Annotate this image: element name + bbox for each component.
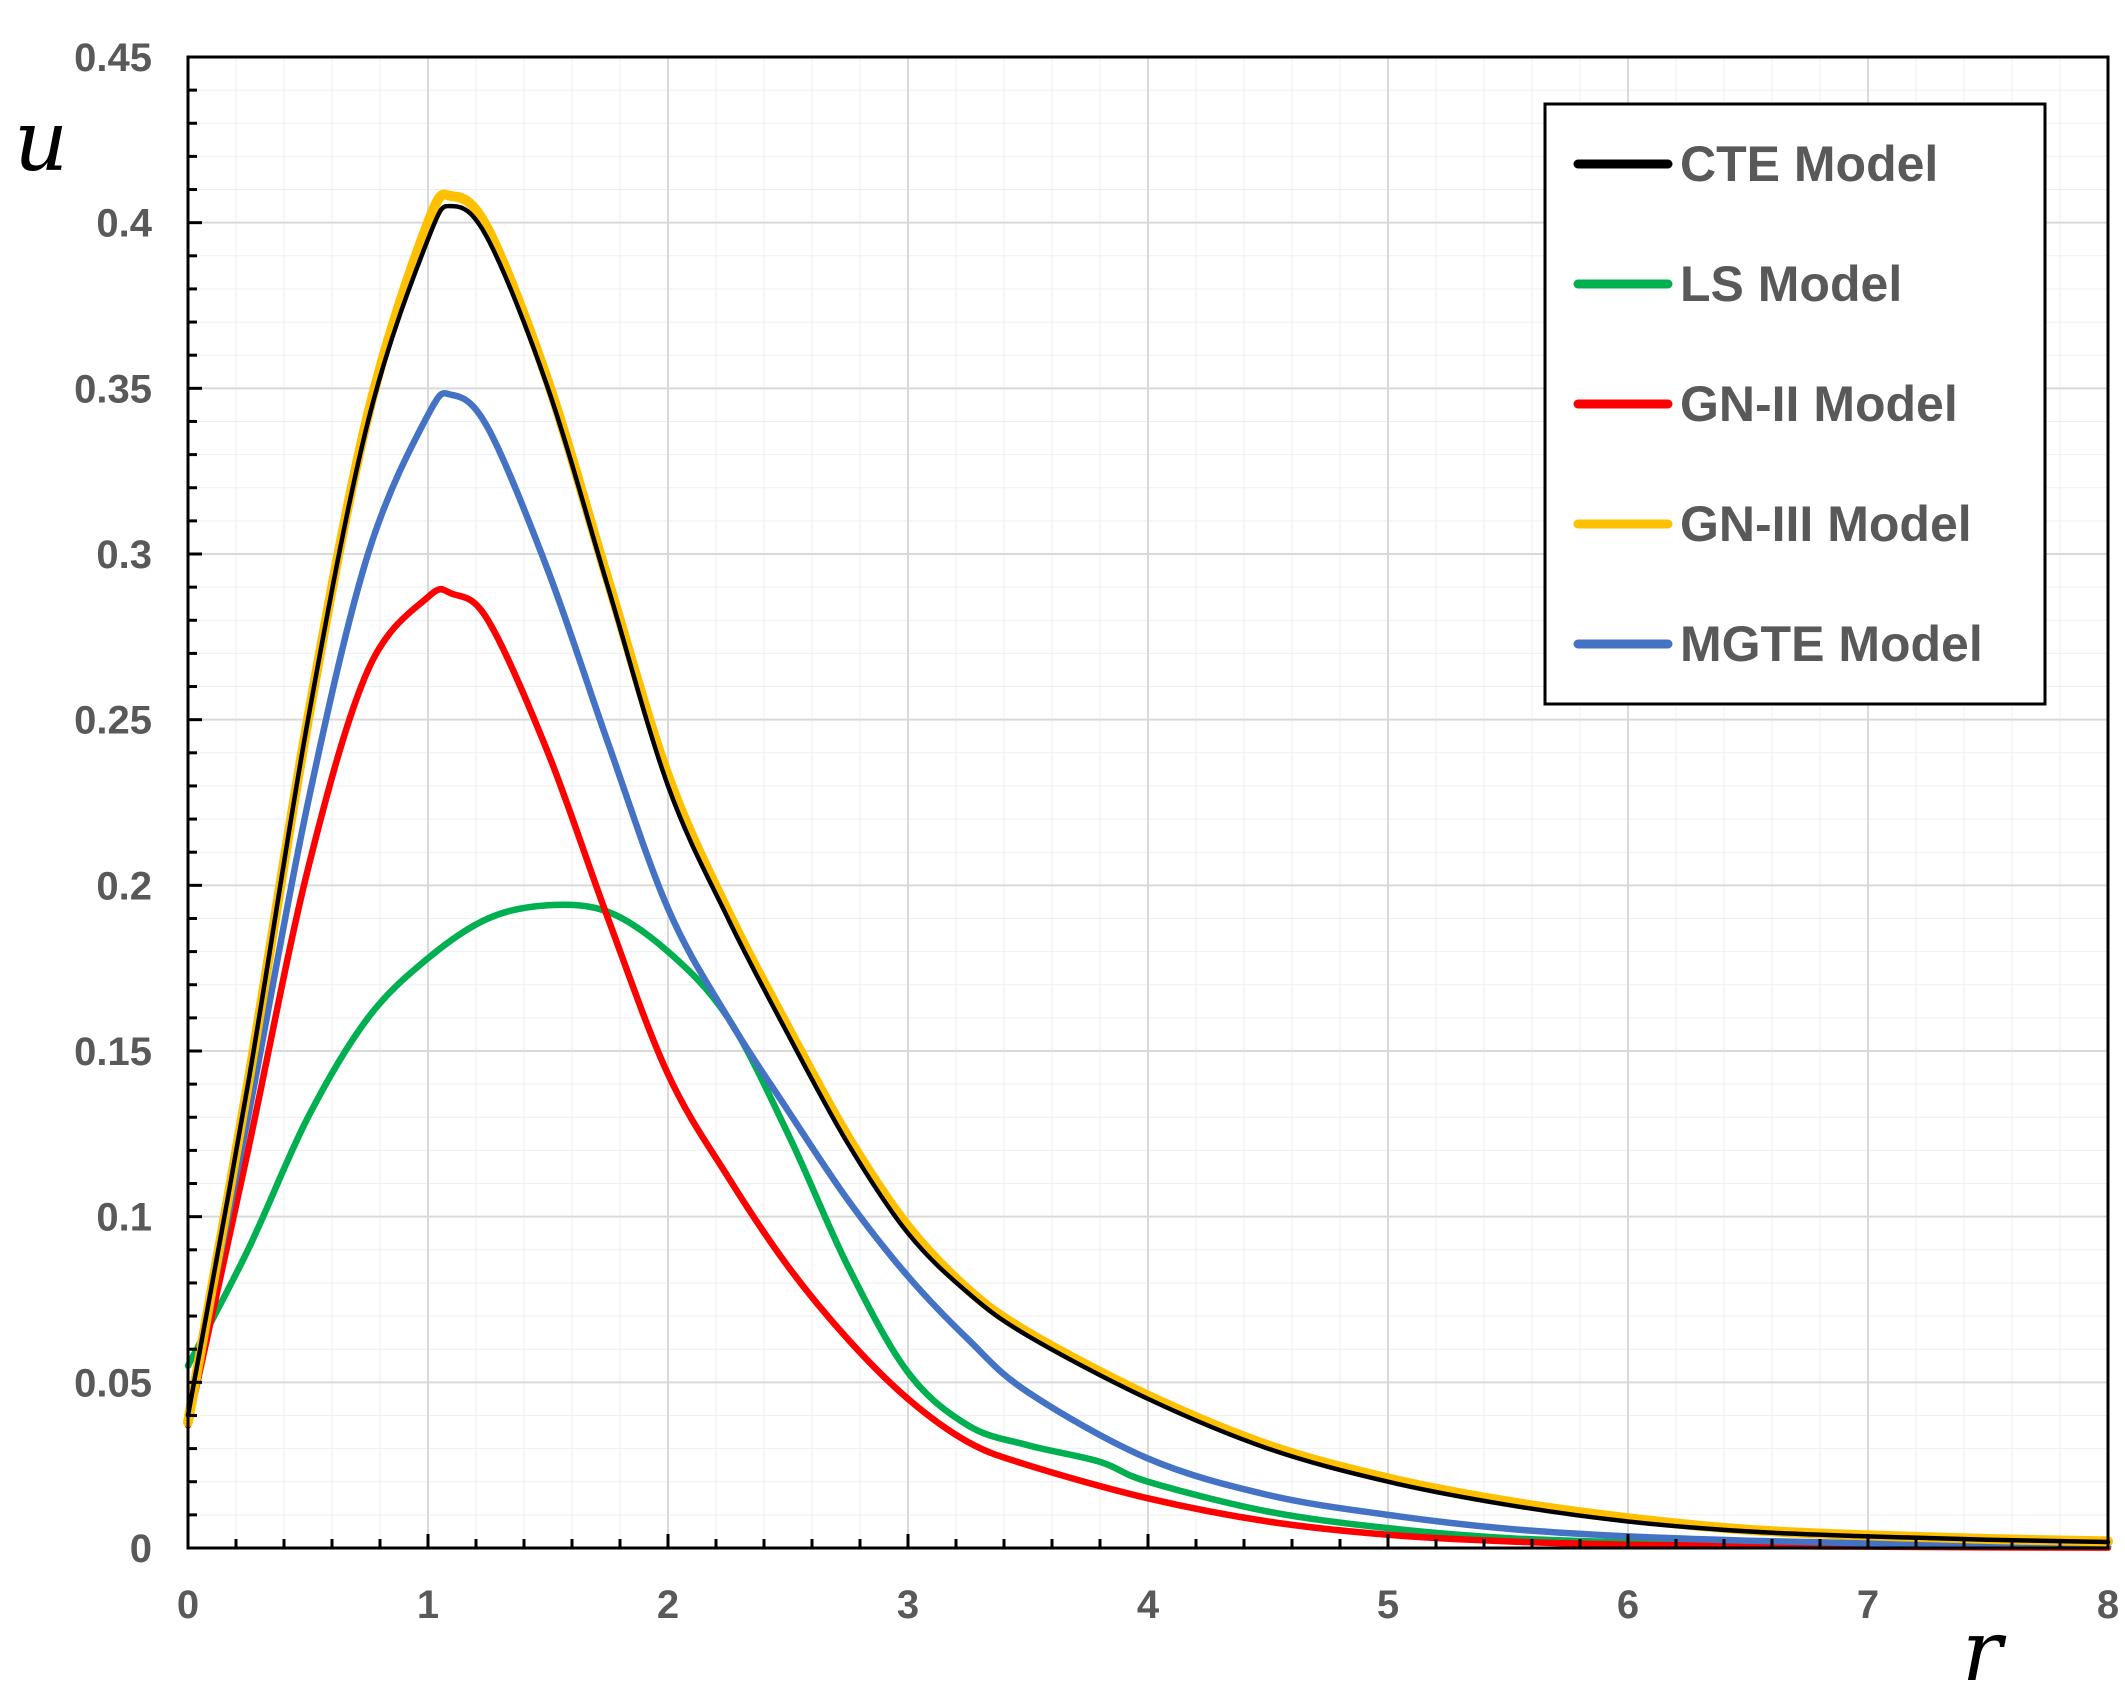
- y-tick-label: 0.4: [96, 202, 152, 246]
- x-tick-label: 4: [1137, 1583, 1160, 1627]
- legend-label-gn-ii-model: GN-II Model: [1680, 376, 1958, 432]
- axes: [186, 55, 2110, 1550]
- y-tick-label: 0.2: [96, 864, 152, 908]
- y-tick-label: 0.05: [74, 1361, 152, 1405]
- y-tick-label: 0.25: [74, 699, 152, 743]
- series-layer: [183, 189, 2113, 1551]
- y-tick-label: 0: [130, 1527, 152, 1571]
- y-tick-label: 0.1: [96, 1196, 152, 1240]
- x-tick-labels: 0 1 2 3 4 5 6 7 8: [177, 1583, 2119, 1627]
- legend-label-mgte-model: MGTE Model: [1680, 616, 1983, 672]
- series-line-mgte-model: [184, 390, 2112, 1550]
- series-line-gn-ii-model: [184, 585, 2112, 1551]
- y-tick-labels: 0 0.05 0.1 0.15 0.2 0.25 0.3 0.35 0.4 0.45: [74, 36, 153, 1571]
- y-tick-label: 0.35: [74, 367, 152, 411]
- y-tick-label: 0.45: [74, 36, 152, 80]
- x-tick-label: 6: [1617, 1583, 1639, 1627]
- y-axis-title: u: [14, 92, 68, 190]
- x-tick-label: 3: [897, 1583, 919, 1627]
- series-line-cte-model: [185, 203, 2111, 1545]
- y-tick-label: 0.15: [74, 1030, 152, 1074]
- x-tick-label: 5: [1377, 1583, 1399, 1627]
- x-tick-label: 0: [177, 1583, 199, 1627]
- y-tick-label: 0.3: [96, 533, 152, 577]
- legend: CTE Model LS Model GN-II Model GN-III Model…: [1543, 102, 2047, 706]
- x-tick-label: 1: [417, 1583, 439, 1627]
- legend-label-ls-model: LS Model: [1680, 256, 1902, 312]
- legend-items: CTE Model LS Model GN-II Model GN-III Model…: [1573, 136, 1983, 672]
- x-axis-title: r: [1962, 1602, 2007, 1696]
- x-tick-label: 8: [2097, 1583, 2119, 1627]
- x-tick-label: 7: [1857, 1583, 1879, 1627]
- legend-label-cte-model: CTE Model: [1680, 136, 1938, 192]
- legend-label-gn-iii-model: GN-III Model: [1680, 496, 1972, 552]
- x-tick-label: 2: [657, 1583, 679, 1627]
